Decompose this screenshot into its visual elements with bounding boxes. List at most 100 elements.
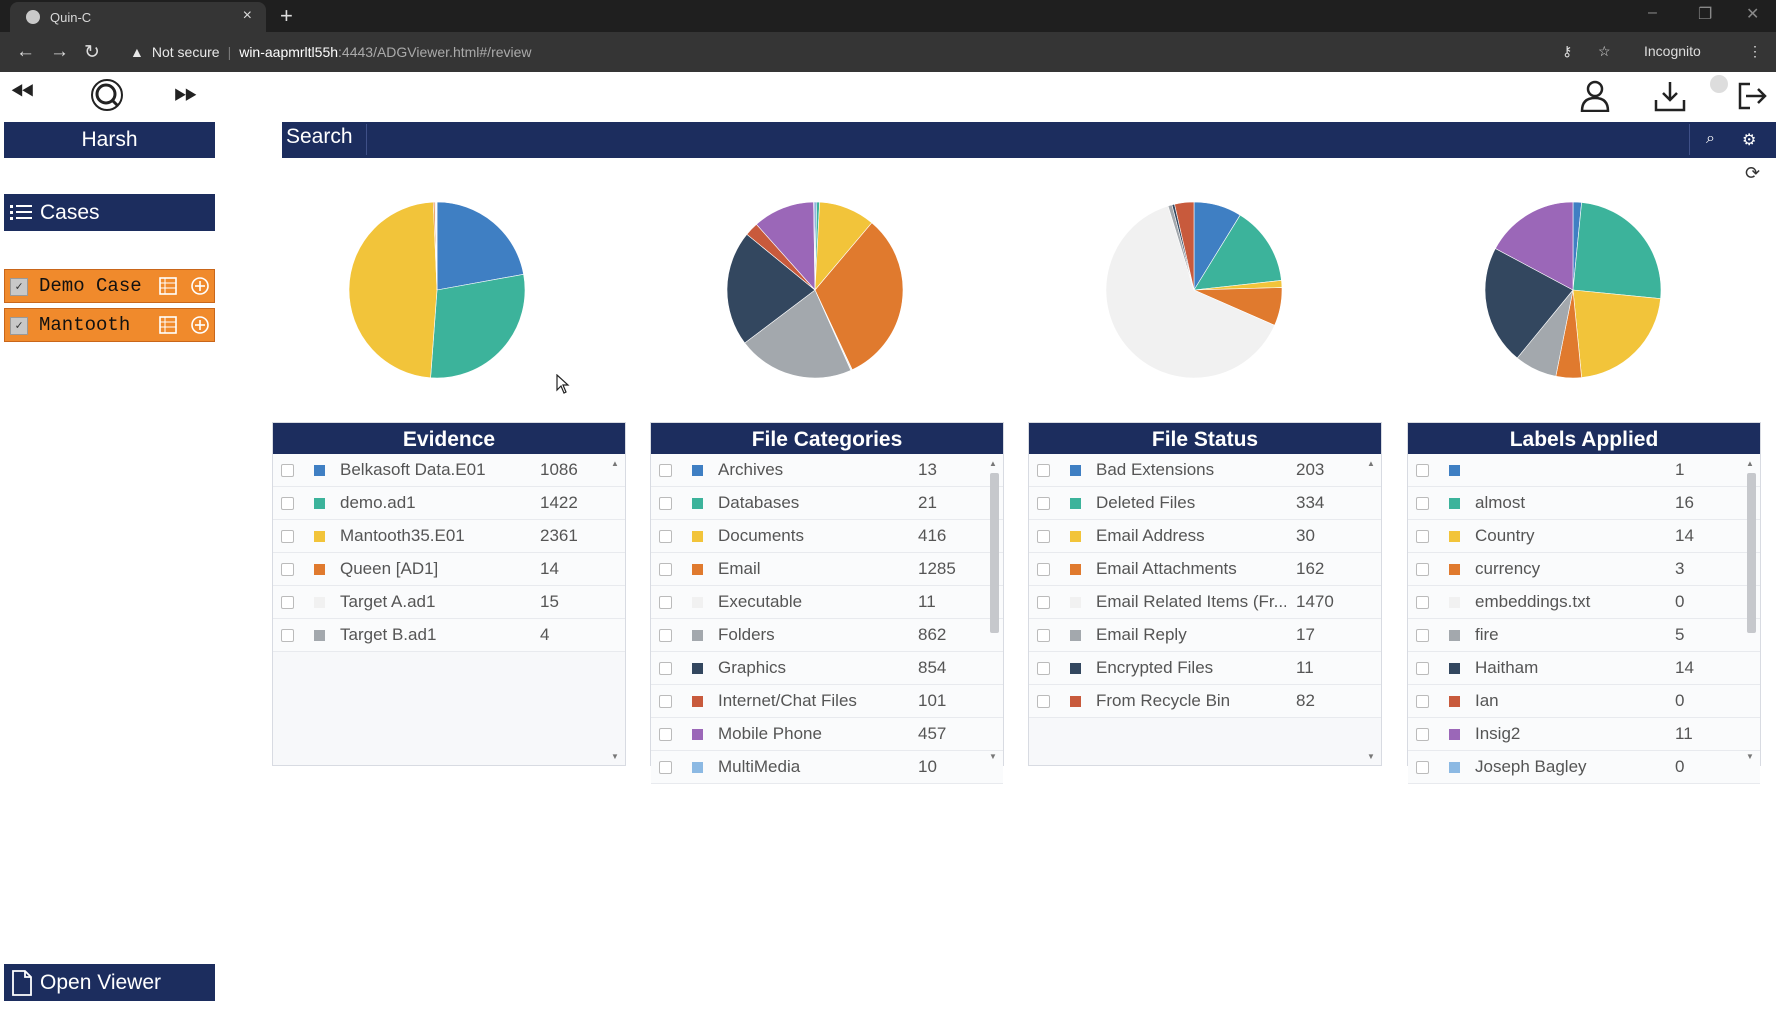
row-checkbox[interactable] xyxy=(1037,563,1050,576)
logout-icon[interactable] xyxy=(1736,80,1768,112)
list-item[interactable]: Deleted Files 334 xyxy=(1029,487,1381,520)
list-item[interactable]: Mantooth35.E01 2361 xyxy=(273,520,625,553)
scroll-up-icon[interactable]: ▲ xyxy=(1367,459,1375,468)
list-item[interactable]: Internet/Chat Files 101 xyxy=(651,685,1003,718)
pie-slice[interactable] xyxy=(436,201,524,291)
list-item[interactable]: embeddings.txt 0 xyxy=(1408,586,1760,619)
list-item[interactable]: Graphics 854 xyxy=(651,652,1003,685)
list-item[interactable]: Email Reply 17 xyxy=(1029,619,1381,652)
scrollbar[interactable]: ▲ ▼ xyxy=(611,459,621,761)
row-checkbox[interactable] xyxy=(1037,629,1050,642)
row-checkbox[interactable] xyxy=(1037,464,1050,477)
list-item[interactable]: demo.ad1 1422 xyxy=(273,487,625,520)
case-item[interactable]: ✓ Mantooth xyxy=(4,308,215,342)
pie-slice[interactable] xyxy=(1193,214,1282,291)
gear-icon[interactable]: ⚙ xyxy=(1742,132,1757,149)
scroll-up-icon[interactable]: ▲ xyxy=(1746,459,1754,468)
row-checkbox[interactable] xyxy=(659,728,672,741)
row-checkbox[interactable] xyxy=(1416,629,1429,642)
scroll-thumb[interactable] xyxy=(1747,473,1756,633)
row-checkbox[interactable] xyxy=(1416,761,1429,774)
quinc-search-logo-icon[interactable] xyxy=(90,78,124,112)
list-item[interactable]: Email Attachments 162 xyxy=(1029,553,1381,586)
refresh-icon[interactable]: ⟳ xyxy=(1745,163,1761,183)
close-window-icon[interactable]: ✕ xyxy=(1746,6,1760,23)
row-checkbox[interactable] xyxy=(1416,464,1429,477)
pie-slice[interactable] xyxy=(1494,201,1574,291)
fast-forward-icon[interactable]: ⏩︎ xyxy=(174,76,198,109)
row-checkbox[interactable] xyxy=(1416,497,1429,510)
row-checkbox[interactable] xyxy=(1416,563,1429,576)
restore-icon[interactable]: ❐ xyxy=(1698,6,1713,23)
list-item[interactable]: Encrypted Files 11 xyxy=(1029,652,1381,685)
scrollbar[interactable]: ▲ ▼ xyxy=(989,459,999,761)
case-checkbox[interactable]: ✓ xyxy=(10,278,28,296)
list-item[interactable]: Ian 0 xyxy=(1408,685,1760,718)
back-icon[interactable]: ← xyxy=(16,41,35,62)
search-icon[interactable]: ⌕ xyxy=(1706,130,1715,147)
pie-slice[interactable] xyxy=(726,233,816,344)
row-checkbox[interactable] xyxy=(659,629,672,642)
row-checkbox[interactable] xyxy=(281,464,294,477)
pie-slice[interactable] xyxy=(1572,289,1661,378)
scroll-down-icon[interactable]: ▼ xyxy=(1746,752,1754,761)
labels-applied-pie-chart[interactable] xyxy=(1483,200,1663,380)
pie-slice[interactable] xyxy=(1174,201,1195,291)
add-circle-icon[interactable] xyxy=(191,316,209,334)
list-item[interactable]: Executable 11 xyxy=(651,586,1003,619)
scroll-down-icon[interactable]: ▼ xyxy=(1367,752,1375,761)
pie-slice[interactable] xyxy=(813,201,816,291)
list-item[interactable]: Insig2 11 xyxy=(1408,718,1760,751)
list-item[interactable]: Email Related Items (Fr... 1470 xyxy=(1029,586,1381,619)
pie-slice[interactable] xyxy=(430,274,526,379)
file-categories-pie-chart[interactable] xyxy=(725,200,905,380)
list-item[interactable]: Haitham 14 xyxy=(1408,652,1760,685)
row-checkbox[interactable] xyxy=(659,563,672,576)
pie-slice[interactable] xyxy=(1105,205,1275,379)
row-checkbox[interactable] xyxy=(659,464,672,477)
scroll-up-icon[interactable]: ▲ xyxy=(611,459,619,468)
list-item[interactable]: Bad Extensions 203 xyxy=(1029,454,1381,487)
pie-slice[interactable] xyxy=(1572,202,1662,299)
row-checkbox[interactable] xyxy=(1037,695,1050,708)
list-item[interactable]: From Recycle Bin 82 xyxy=(1029,685,1381,718)
scroll-up-icon[interactable]: ▲ xyxy=(989,459,997,468)
row-checkbox[interactable] xyxy=(659,761,672,774)
row-checkbox[interactable] xyxy=(281,563,294,576)
list-item[interactable]: Email Address 30 xyxy=(1029,520,1381,553)
pie-slice[interactable] xyxy=(1484,248,1574,359)
details-icon[interactable] xyxy=(159,316,177,334)
list-item[interactable]: Belkasoft Data.E01 1086 xyxy=(273,454,625,487)
list-item[interactable]: Email 1285 xyxy=(651,553,1003,586)
row-checkbox[interactable] xyxy=(281,530,294,543)
search-input[interactable] xyxy=(366,124,1690,155)
open-viewer-button[interactable]: Open Viewer xyxy=(4,964,215,1001)
list-item[interactable]: currency 3 xyxy=(1408,553,1760,586)
list-item[interactable]: Queen [AD1] 14 xyxy=(273,553,625,586)
scroll-down-icon[interactable]: ▼ xyxy=(611,752,619,761)
list-item[interactable]: 1 xyxy=(1408,454,1760,487)
list-item[interactable]: fire 5 xyxy=(1408,619,1760,652)
list-item[interactable]: Target B.ad1 4 xyxy=(273,619,625,652)
file-status-pie-chart[interactable] xyxy=(1104,200,1284,380)
list-item[interactable]: Folders 862 xyxy=(651,619,1003,652)
scrollbar[interactable]: ▲ ▼ xyxy=(1746,459,1756,761)
cases-header[interactable]: Cases xyxy=(4,194,215,231)
scroll-thumb[interactable] xyxy=(990,473,999,633)
list-item[interactable]: Archives 13 xyxy=(651,454,1003,487)
row-checkbox[interactable] xyxy=(659,530,672,543)
list-item[interactable]: Joseph Bagley 0 xyxy=(1408,751,1760,784)
case-checkbox[interactable]: ✓ xyxy=(10,317,28,335)
list-item[interactable]: MultiMedia 10 xyxy=(651,751,1003,784)
row-checkbox[interactable] xyxy=(1037,497,1050,510)
row-checkbox[interactable] xyxy=(1416,662,1429,675)
list-item[interactable]: Target A.ad1 15 xyxy=(273,586,625,619)
evidence-pie-chart[interactable] xyxy=(347,200,527,380)
pie-slice[interactable] xyxy=(744,289,852,379)
url-field[interactable]: ▲ Not secure | win-aapmrltl55h:4443/ADGV… xyxy=(130,44,532,60)
row-checkbox[interactable] xyxy=(1416,695,1429,708)
new-tab-button[interactable]: + xyxy=(280,3,293,28)
row-checkbox[interactable] xyxy=(281,497,294,510)
row-checkbox[interactable] xyxy=(1416,596,1429,609)
row-checkbox[interactable] xyxy=(659,695,672,708)
